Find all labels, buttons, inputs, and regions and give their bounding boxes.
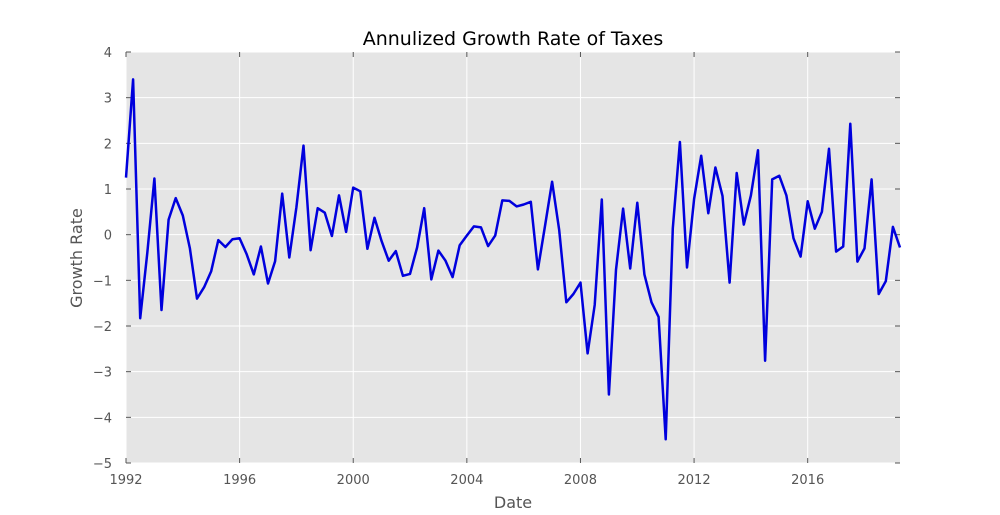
chart-title: Annulized Growth Rate of Taxes [363, 28, 664, 50]
x-tick-label: 2000 [337, 473, 370, 488]
y-tick-label: −1 [93, 274, 112, 289]
x-tick-label: 2016 [791, 473, 824, 488]
y-tick-label: 4 [104, 46, 112, 61]
x-tick-label: 1992 [109, 473, 142, 488]
y-tick-label: 1 [104, 183, 112, 198]
y-tick-label: −2 [93, 320, 112, 335]
y-tick-label: 0 [104, 229, 112, 244]
x-tick-labels: 1992 1996 2000 2004 2008 2012 2016 [109, 473, 824, 488]
tick-marks [125, 51, 900, 464]
x-tick-label: 2008 [564, 473, 597, 488]
x-tick-label: 1996 [223, 473, 256, 488]
y-tick-label: 2 [104, 137, 112, 152]
y-tick-labels: 4 3 2 1 0 −1 −2 −3 −4 −5 [93, 46, 112, 472]
y-tick-label: −3 [93, 366, 112, 381]
series-line [124, 78, 902, 441]
y-axis-label: Growth Rate [67, 208, 86, 308]
data-series [124, 78, 902, 441]
y-tick-label: −5 [93, 457, 112, 472]
x-tick-label: 2012 [678, 473, 711, 488]
plot-background [126, 52, 900, 463]
x-tick-label: 2004 [450, 473, 483, 488]
gridlines [125, 51, 900, 464]
y-tick-label: 3 [104, 92, 112, 107]
y-tick-label: −4 [93, 411, 112, 426]
x-axis-label: Date [494, 493, 532, 512]
